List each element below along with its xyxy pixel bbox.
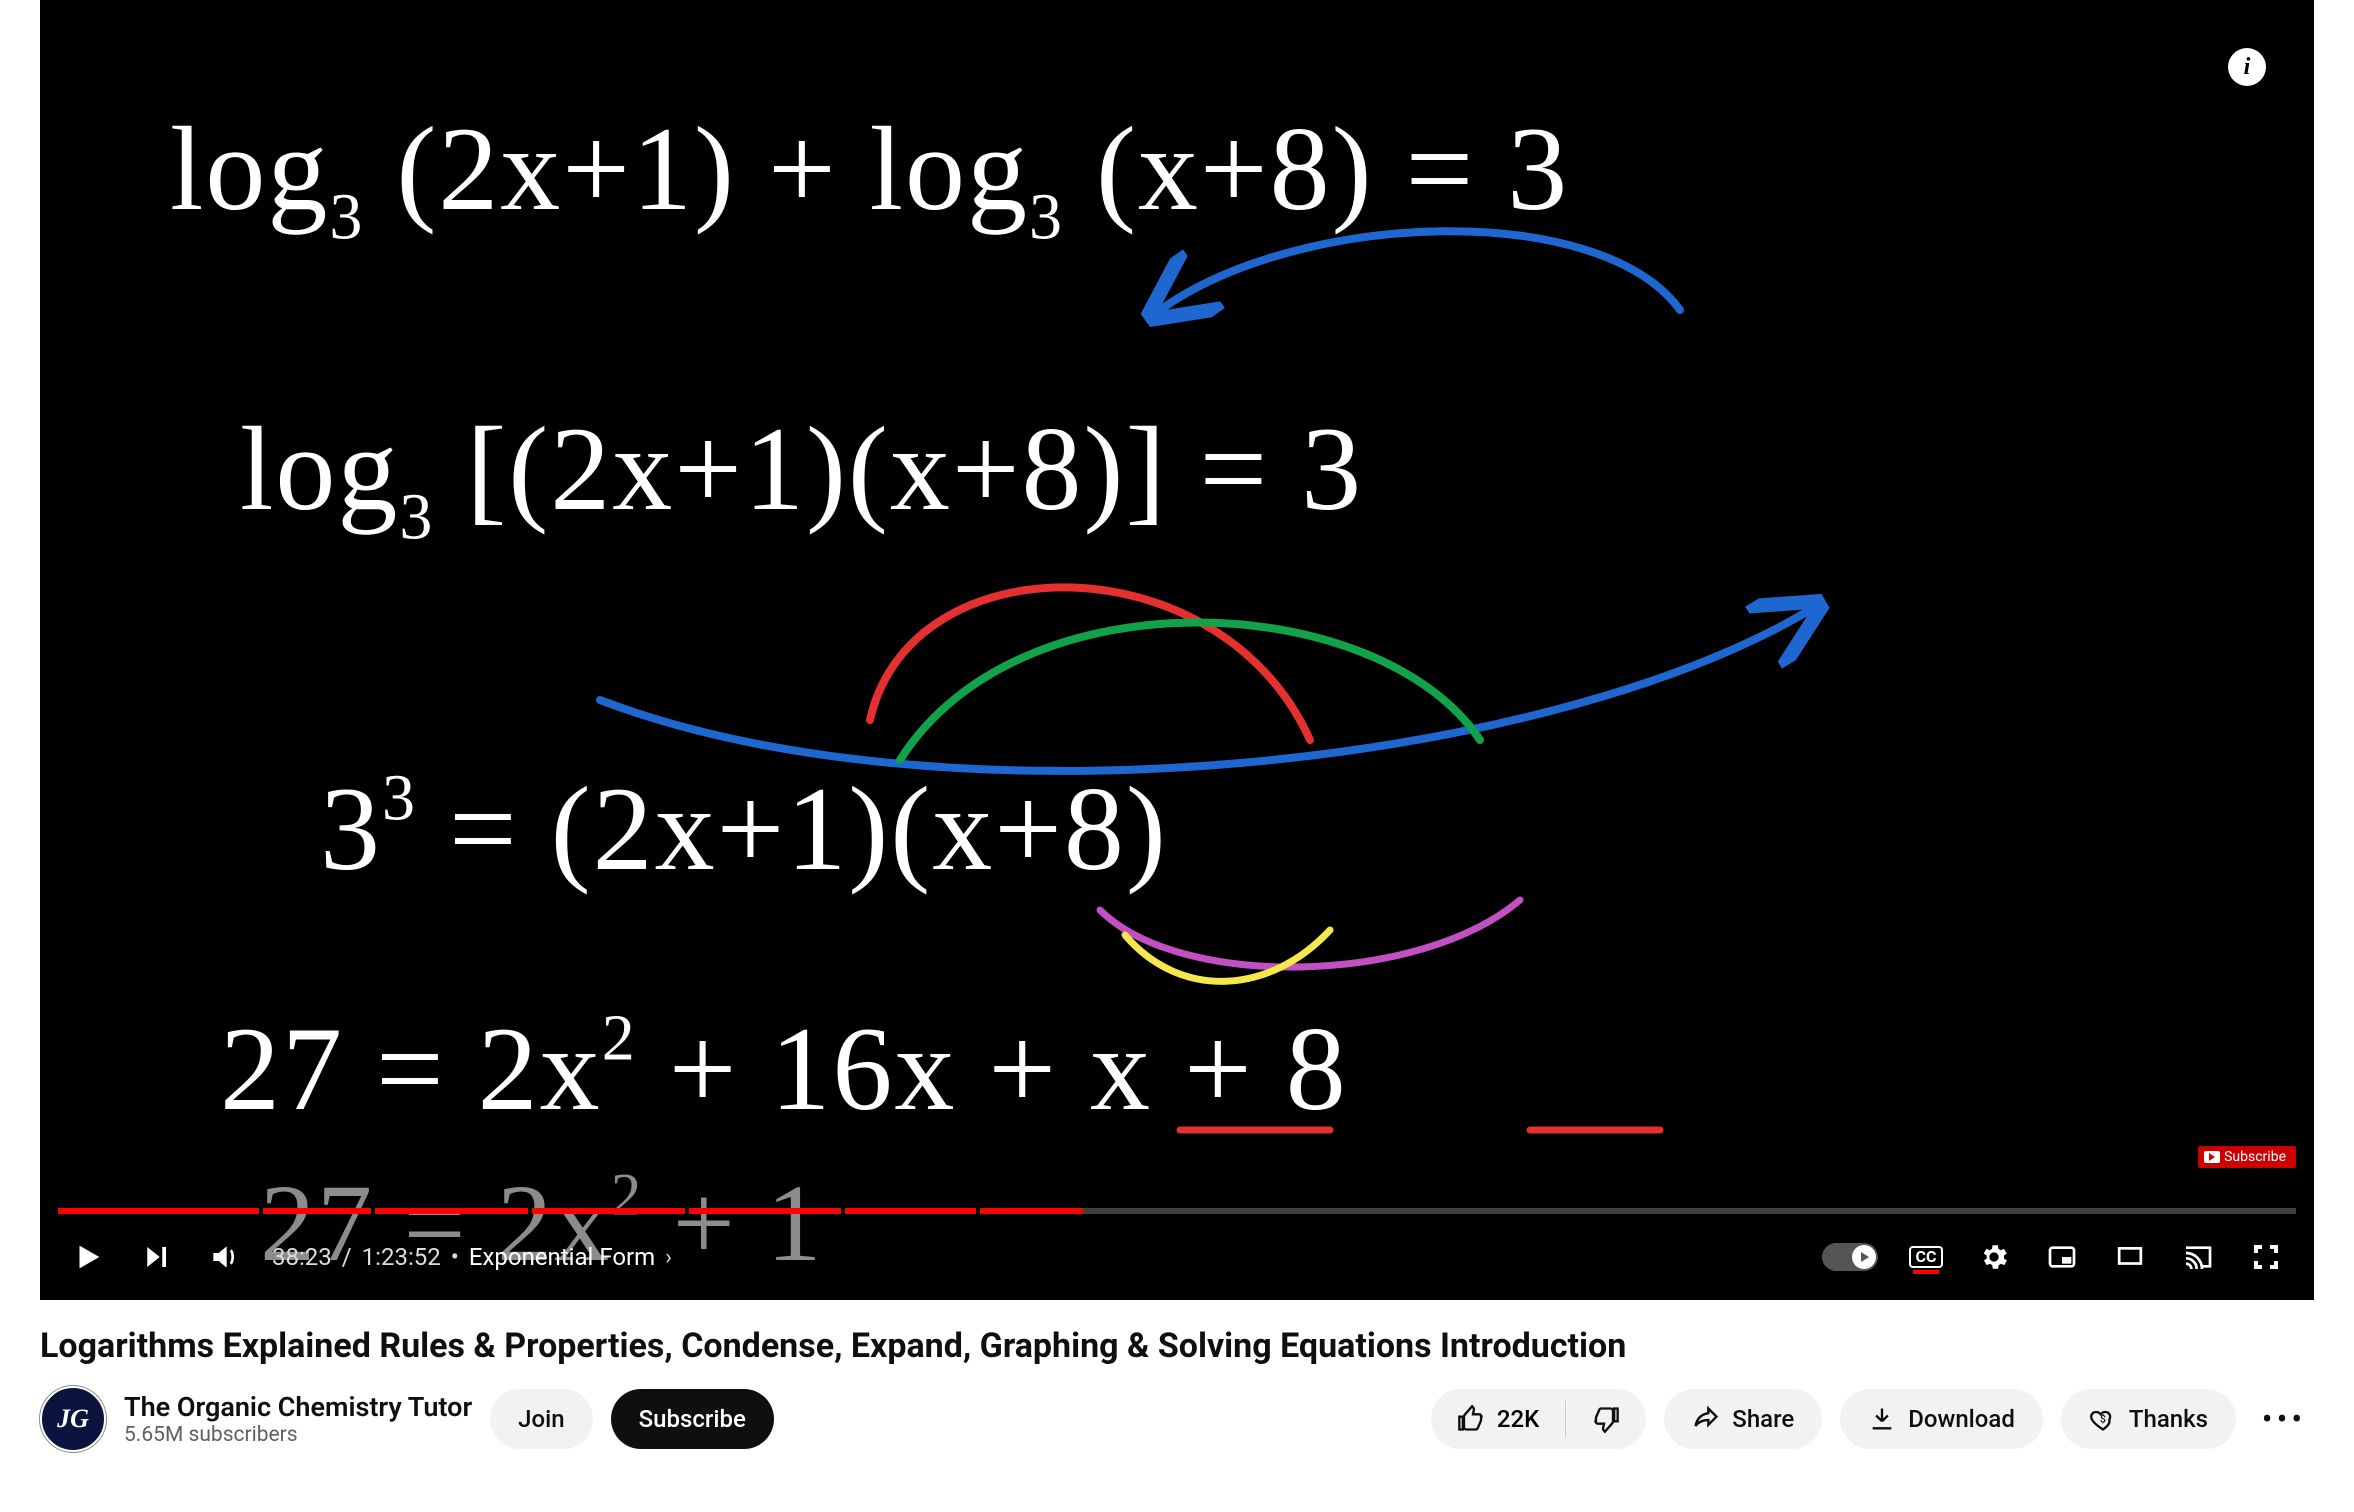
like-button[interactable]: 22K [1431,1389,1565,1449]
channel-block: JG The Organic Chemistry Tutor 5.65M sub… [40,1386,472,1452]
thanks-button[interactable]: $ Thanks [2061,1389,2236,1449]
ellipsis-icon: ••• [2262,1400,2306,1438]
video-content-board: log3 (2x+1) + log3 (x+8) = 3 log3 [(2x+1)… [40,0,2314,1300]
dislike-button[interactable] [1566,1389,1646,1449]
thumbs-up-icon [1457,1405,1485,1433]
share-icon [1692,1405,1720,1433]
cast-icon[interactable] [2178,1237,2218,1277]
like-count: 22K [1497,1405,1539,1433]
subscribe-button[interactable]: Subscribe [611,1389,774,1449]
player-controls: 38:23 / 1:23:52 • Exponential Form › CC [40,1214,2314,1300]
svg-text:$: $ [2100,1413,2106,1426]
chapter-name[interactable]: Exponential Form [469,1243,655,1271]
subscribe-overlay-button[interactable]: Subscribe [2198,1146,2296,1168]
video-title: Logarithms Explained Rules & Properties,… [40,1326,2314,1366]
autoplay-knob [1852,1245,1876,1269]
time-display: 38:23 / 1:23:52 • Exponential Form › [272,1243,672,1271]
share-button[interactable]: Share [1664,1389,1822,1449]
video-meta-row: JG The Organic Chemistry Tutor 5.65M sub… [40,1386,2314,1452]
subscribe-overlay-label: Subscribe [2224,1149,2286,1165]
cc-icon: CC [1909,1246,1944,1268]
channel-name[interactable]: The Organic Chemistry Tutor [124,1391,472,1423]
settings-icon[interactable] [1974,1237,2014,1277]
theater-icon[interactable] [2110,1237,2150,1277]
handwriting-line: log3 [(2x+1)(x+8)] = 3 [240,400,1363,556]
play-icon[interactable] [68,1237,108,1277]
download-label: Download [1908,1405,2015,1433]
volume-icon[interactable] [204,1237,244,1277]
fullscreen-icon[interactable] [2246,1237,2286,1277]
handwriting-line: log3 (2x+1) + log3 (x+8) = 3 [170,100,1569,256]
handwriting-line: 27 = 2x2 + 16x + x + 8 [220,1000,1348,1138]
miniplayer-icon[interactable] [2042,1237,2082,1277]
channel-avatar[interactable]: JG [40,1386,106,1452]
chevron-right-icon[interactable]: › [665,1245,672,1270]
current-time: 38:23 [272,1243,332,1271]
join-button[interactable]: Join [490,1389,592,1449]
autoplay-toggle[interactable] [1822,1243,1878,1271]
thanks-label: Thanks [2129,1405,2208,1433]
download-icon [1868,1405,1896,1433]
handwriting-line: 33 = (2x+1)(x+8) [320,760,1168,898]
video-player[interactable]: i log3 (2x+1) + log3 (x+8) = 3log3 [(2x+… [40,0,2314,1300]
subscriber-count: 5.65M subscribers [124,1423,472,1447]
like-dislike-group: 22K [1431,1389,1646,1449]
download-button[interactable]: Download [1840,1389,2043,1449]
thumbs-down-icon [1592,1405,1620,1433]
captions-button[interactable]: CC [1906,1237,1946,1277]
share-label: Share [1732,1405,1794,1433]
more-actions-button[interactable]: ••• [2254,1389,2314,1449]
next-icon[interactable] [136,1237,176,1277]
youtube-play-icon [2204,1151,2220,1163]
heart-dollar-icon: $ [2089,1405,2117,1433]
duration: 1:23:52 [362,1243,441,1271]
